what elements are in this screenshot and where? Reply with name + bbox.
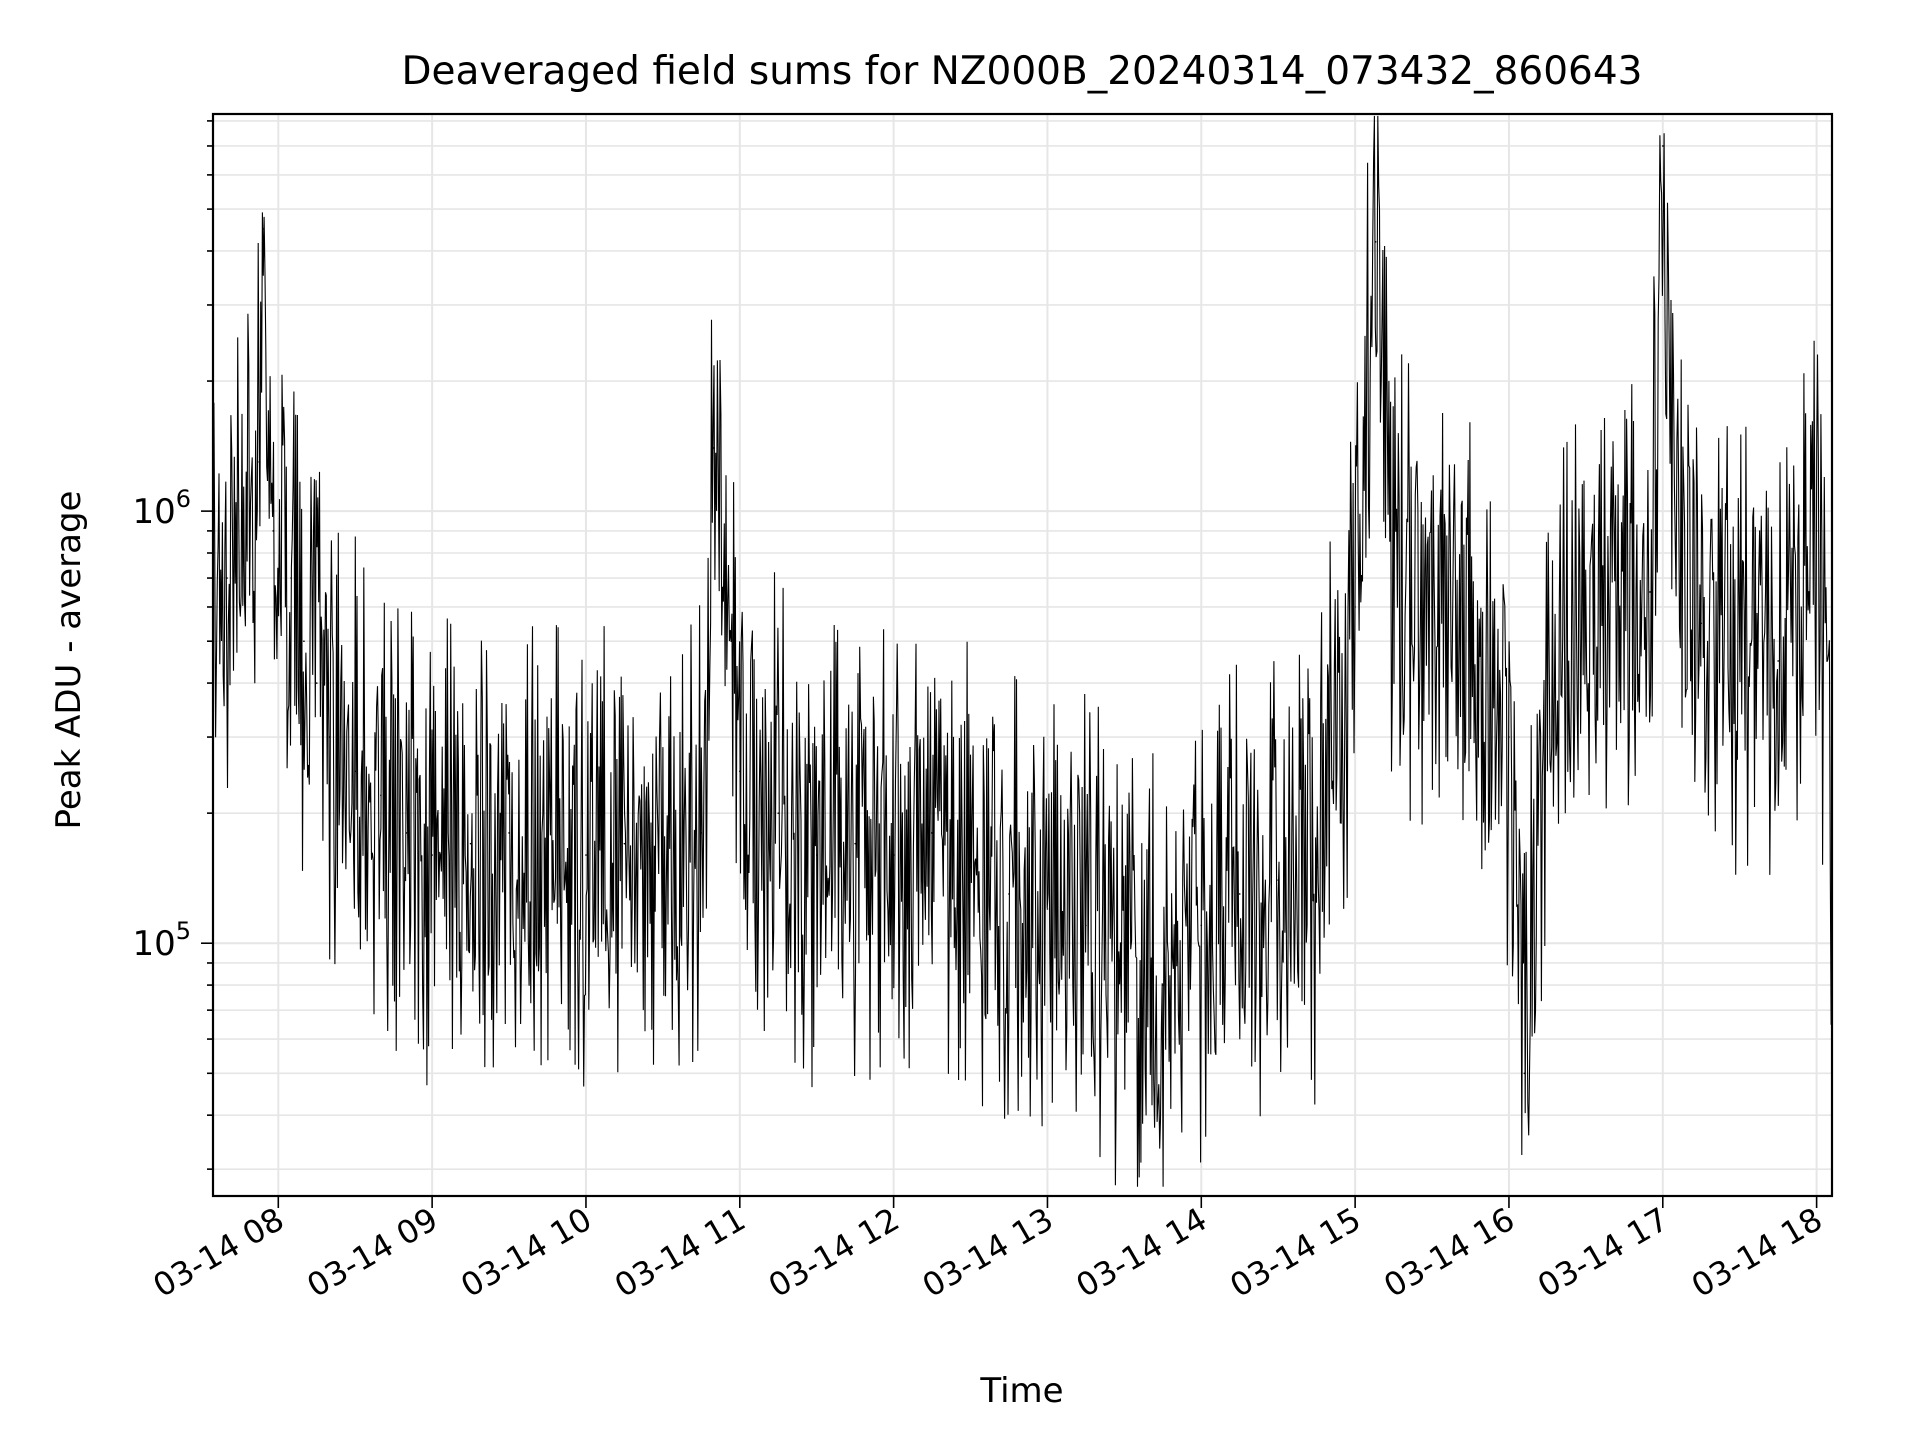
data-point <box>303 640 305 642</box>
data-point <box>1508 736 1510 738</box>
data-point <box>1085 924 1087 927</box>
data-point <box>272 530 274 532</box>
data-point <box>328 736 331 738</box>
data-point <box>508 832 510 834</box>
data-point <box>1585 640 1587 642</box>
chart-title: Deaveraged field sums for NZ000B_2024031… <box>402 49 1643 94</box>
data-point <box>1123 962 1126 964</box>
data-point <box>1200 924 1203 927</box>
data-point <box>431 854 433 856</box>
data-point <box>1008 893 1010 895</box>
data-point <box>931 832 933 834</box>
data-point <box>1738 640 1741 642</box>
data-point <box>1523 1072 1526 1075</box>
data-point <box>777 812 780 814</box>
data-point <box>1392 577 1395 579</box>
data-point <box>226 577 228 579</box>
data-point <box>1277 879 1280 881</box>
data-point <box>1700 622 1703 625</box>
x-axis-label: Time <box>979 1371 1063 1411</box>
data-point <box>585 854 587 856</box>
data-point <box>1649 591 1651 593</box>
data-point <box>1674 577 1677 579</box>
data-point <box>1431 606 1433 608</box>
data-point <box>738 770 741 773</box>
data-point <box>713 447 715 449</box>
plot-area <box>213 115 1832 1187</box>
series-group <box>213 115 1832 1187</box>
series-line <box>213 115 1832 1187</box>
data-point <box>1162 984 1164 986</box>
data-point <box>546 842 549 845</box>
data-point <box>380 794 382 797</box>
data-point <box>1661 145 1664 147</box>
data-point <box>262 228 264 230</box>
data-point <box>354 770 357 773</box>
data-point <box>1546 682 1549 684</box>
y-axis-label: Peak ADU - average <box>49 491 89 830</box>
y-tick-label: 106 <box>132 485 191 532</box>
data-point <box>290 577 292 579</box>
data-point <box>256 461 259 463</box>
data-point <box>1354 606 1356 608</box>
data-point <box>1238 893 1241 895</box>
data-point <box>469 842 472 845</box>
data-point <box>1623 606 1626 608</box>
data-point <box>405 832 408 834</box>
data-point <box>1777 660 1779 662</box>
y-axis-ticks: 105 106 <box>132 120 213 1170</box>
data-point <box>815 854 818 856</box>
data-point <box>623 842 626 845</box>
data-point <box>241 510 244 512</box>
data-point <box>1815 530 1818 532</box>
data-point <box>662 854 664 856</box>
data-point <box>1046 908 1049 910</box>
data-point <box>1315 866 1318 868</box>
plot-frame <box>211 112 1834 1198</box>
data-point <box>892 854 895 856</box>
data-point <box>969 866 972 868</box>
y-tick-label: 105 <box>132 917 191 964</box>
data-point <box>854 842 856 845</box>
data-point <box>1374 241 1377 243</box>
data-point <box>315 682 318 684</box>
data-point <box>700 832 703 834</box>
data-point <box>1469 640 1472 642</box>
